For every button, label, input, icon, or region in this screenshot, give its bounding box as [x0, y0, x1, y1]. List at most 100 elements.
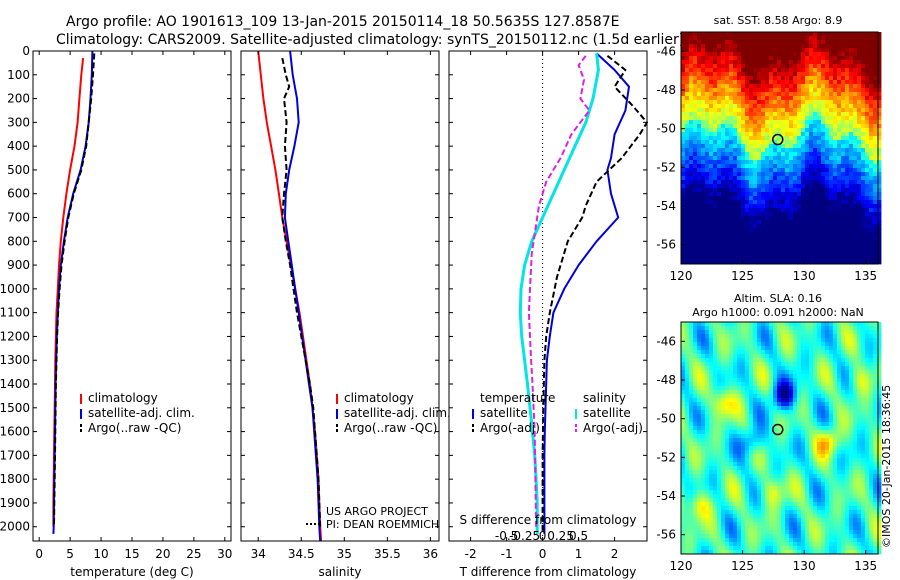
legend-entry: Argo(..raw -QC): [88, 421, 181, 435]
s-tick-label: -0.25: [509, 529, 540, 543]
lon-tick-label: 130: [793, 269, 816, 283]
salinity-xlabel: salinity: [318, 565, 361, 579]
depth-tick-label: 200: [7, 92, 30, 106]
depth-tick-label: 1400: [0, 377, 30, 391]
salinity-panel: 34 34.5 35 35.5 36 salinity climatologysatel…: [240, 50, 451, 579]
lat-tick-label: -56: [656, 528, 676, 542]
argo-float-marker: [772, 133, 784, 146]
series-line-argoadj: [527, 55, 591, 527]
lon-tick-label: 120: [670, 269, 693, 283]
depth-tick-label: 1900: [0, 496, 30, 510]
depth-tick-label: 1800: [0, 472, 30, 486]
s-tick-label: 0.25: [547, 529, 574, 543]
t-difference-label: T difference from climatology: [459, 565, 637, 579]
lon-tick-label: 135: [854, 559, 877, 573]
s-tick-label: 0.5: [569, 529, 588, 543]
lon-tick-label: 125: [731, 559, 754, 573]
depth-tick-label: 0: [22, 44, 30, 58]
project-annotation: US ARGO PROJECT: [326, 505, 428, 518]
x-tick-label: 35: [337, 547, 352, 561]
lon-tick-label: 125: [731, 269, 754, 283]
series-line-climatology: [257, 50, 323, 542]
series-line-satelliteadjclim: [283, 50, 322, 542]
legend-entry: satellite-adj. clim.: [88, 406, 195, 420]
imos-credit: ©IMOS 20-Jan-2015 18:36:45: [880, 385, 893, 548]
temperature-xlabel: temperature (deg C): [70, 565, 193, 579]
legend-salinity-title: salinity: [583, 391, 626, 405]
depth-tick-label: 500: [7, 163, 30, 177]
depth-tick-label: 2000: [0, 520, 30, 534]
depth-tick-label: 1600: [0, 425, 30, 439]
lat-tick-label: -50: [656, 412, 676, 426]
lat-tick-label: -46: [656, 334, 676, 348]
series-line-satellite: [543, 52, 630, 534]
lat-tick-label: -56: [656, 238, 676, 252]
legend-entry: Argo(..raw -QC): [344, 421, 437, 435]
legend-entry: climatology: [344, 391, 414, 405]
pi-annotation: PI: DEAN ROEMMICH: [326, 518, 439, 531]
depth-tick-label: 1700: [0, 448, 30, 462]
depth-tick-label: 900: [7, 258, 30, 272]
x-tick-label: 5: [66, 547, 74, 561]
depth-tick-label: 1200: [0, 329, 30, 343]
s-difference-label: S difference from climatology: [460, 513, 637, 527]
x-tick-label: 15: [124, 547, 139, 561]
x-tick-label: 0: [539, 547, 547, 561]
lat-tick-label: -52: [656, 160, 676, 174]
figure-title-line1: Argo profile: AO 1901613_109 13-Jan-2015…: [66, 14, 619, 30]
sla-map-title: Altim. SLA: 0.16: [734, 292, 822, 305]
s-tick-label: 0: [539, 529, 547, 543]
lat-tick-label: -48: [656, 83, 676, 97]
s-tick-label: -0.5: [495, 529, 518, 543]
x-tick-label: 34.5: [288, 547, 315, 561]
depth-tick-label: 700: [7, 211, 30, 225]
series-line-argorawqc: [53, 53, 96, 527]
sla-map-subtitle: Argo h1000: 0.091 h2000: NaN: [692, 306, 864, 319]
depth-tick-label: 100: [7, 68, 30, 82]
x-tick-label: 1: [575, 547, 583, 561]
depth-tick-label: 800: [7, 234, 30, 248]
x-tick-label: -1: [501, 547, 513, 561]
lat-tick-label: -46: [656, 44, 676, 58]
depth-tick-label: 300: [7, 115, 30, 129]
depth-tick-label: 400: [7, 139, 30, 153]
x-tick-label: 30: [217, 547, 232, 561]
legend-entry: satellite-adj. clim.: [344, 406, 451, 420]
depth-tick-label: 1000: [0, 282, 30, 296]
x-tick-label: 10: [93, 547, 108, 561]
legend-temperature-title: temperature: [480, 391, 555, 405]
depth-tick-label: 600: [7, 187, 30, 201]
lat-tick-label: -52: [656, 450, 676, 464]
legend-entry: satellite: [480, 406, 528, 420]
depth-tick-label: 1300: [0, 353, 30, 367]
difference-panel: -2 -1 0 1 2-0.5-0.250 0.250.5 S difference fr…: [448, 50, 648, 579]
series-line-satellite: [518, 53, 600, 534]
series-line-satelliteadjclim: [52, 50, 94, 534]
x-tick-label: 25: [186, 547, 201, 561]
lon-tick-label: 135: [854, 269, 877, 283]
legend-entry: climatology: [88, 391, 158, 405]
x-tick-label: 2: [611, 547, 619, 561]
legend-entry: Argo(-adj): [480, 421, 540, 435]
sla-map-panel: Altim. SLA: 0.16 Argo h1000: 0.091 h2000…: [656, 292, 882, 573]
series-line-argoadj: [541, 55, 648, 534]
figure-title-line2: Climatology: CARS2009. Satellite-adjuste…: [56, 32, 684, 48]
legend-entry: Argo(-adj): [583, 421, 643, 435]
depth-tick-label: 1500: [0, 401, 30, 415]
series-line-argorawqc: [281, 57, 322, 527]
sst-map-panel: sat. SST: 8.58 Argo: 8.9 120 125 130 135 -46…: [656, 14, 882, 283]
sst-map-title: sat. SST: 8.58 Argo: 8.9: [714, 14, 843, 27]
lat-tick-label: -48: [656, 373, 676, 387]
x-tick-label: -2: [465, 547, 477, 561]
depth-tick-label: 1100: [0, 306, 30, 320]
lat-tick-label: -50: [656, 122, 676, 136]
x-tick-label: 20: [155, 547, 170, 561]
temperature-panel: 0100200300400500600700800900100011001200…: [0, 44, 232, 579]
x-tick-label: 36: [423, 547, 438, 561]
legend-entry: satellite: [583, 406, 631, 420]
lat-tick-label: -54: [656, 199, 676, 213]
x-tick-label: 0: [35, 547, 43, 561]
lon-tick-label: 120: [670, 559, 693, 573]
lat-tick-label: -54: [656, 489, 676, 503]
